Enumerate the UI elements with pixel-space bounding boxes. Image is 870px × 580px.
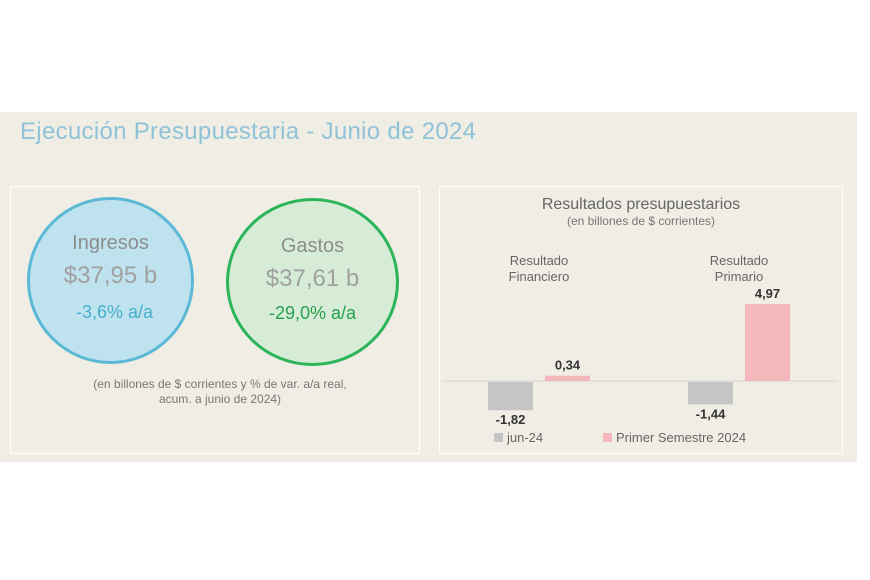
footnote-line-2: acum. a junio de 2024)	[158, 392, 282, 406]
category-label: Resultado	[710, 253, 769, 268]
ingresos-value: $37,95 b	[63, 262, 158, 289]
chart-panel	[439, 186, 843, 454]
legend-label: Primer Semestre 2024	[616, 430, 746, 445]
data-label: 0,34	[555, 358, 581, 373]
data-label: -1,82	[496, 412, 526, 427]
gastos-bubble: Gastos $37,61 b -29,0% a/a	[226, 198, 399, 366]
ingresos-label: Ingresos	[72, 232, 149, 254]
chart-title: Resultados presupuestarios	[541, 196, 741, 213]
gastos-label: Gastos	[280, 235, 345, 257]
gastos-variation: -29,0% a/a	[268, 303, 357, 323]
footnote: (en billones de $ corrientes y % de var.…	[40, 377, 400, 407]
legend-label: jun-24	[506, 430, 543, 445]
footnote-line-1: (en billones de $ corrientes y % de var.…	[93, 377, 347, 391]
summary-panel	[10, 186, 420, 454]
page-title: Ejecución Presupuestaria - Junio de 2024	[20, 118, 477, 145]
ingresos-bubble: Ingresos $37,95 b -3,6% a/a	[27, 197, 194, 364]
bar-jun	[488, 382, 533, 411]
data-label: -1,44	[696, 406, 726, 421]
category-label: Primario	[715, 269, 763, 284]
ingresos-variation: -3,6% a/a	[75, 302, 154, 322]
category-label: Resultado	[510, 253, 569, 268]
bar-jun	[688, 382, 733, 405]
chart-subtitle: (en billones de $ corrientes)	[566, 214, 716, 228]
bar-semestre	[745, 303, 790, 381]
legend-swatch	[603, 433, 612, 442]
gastos-value: $37,61 b	[265, 265, 360, 292]
data-label: 4,97	[755, 286, 780, 301]
legend-swatch	[494, 433, 503, 442]
bar-semestre	[545, 375, 590, 381]
category-label: Financiero	[509, 269, 570, 284]
